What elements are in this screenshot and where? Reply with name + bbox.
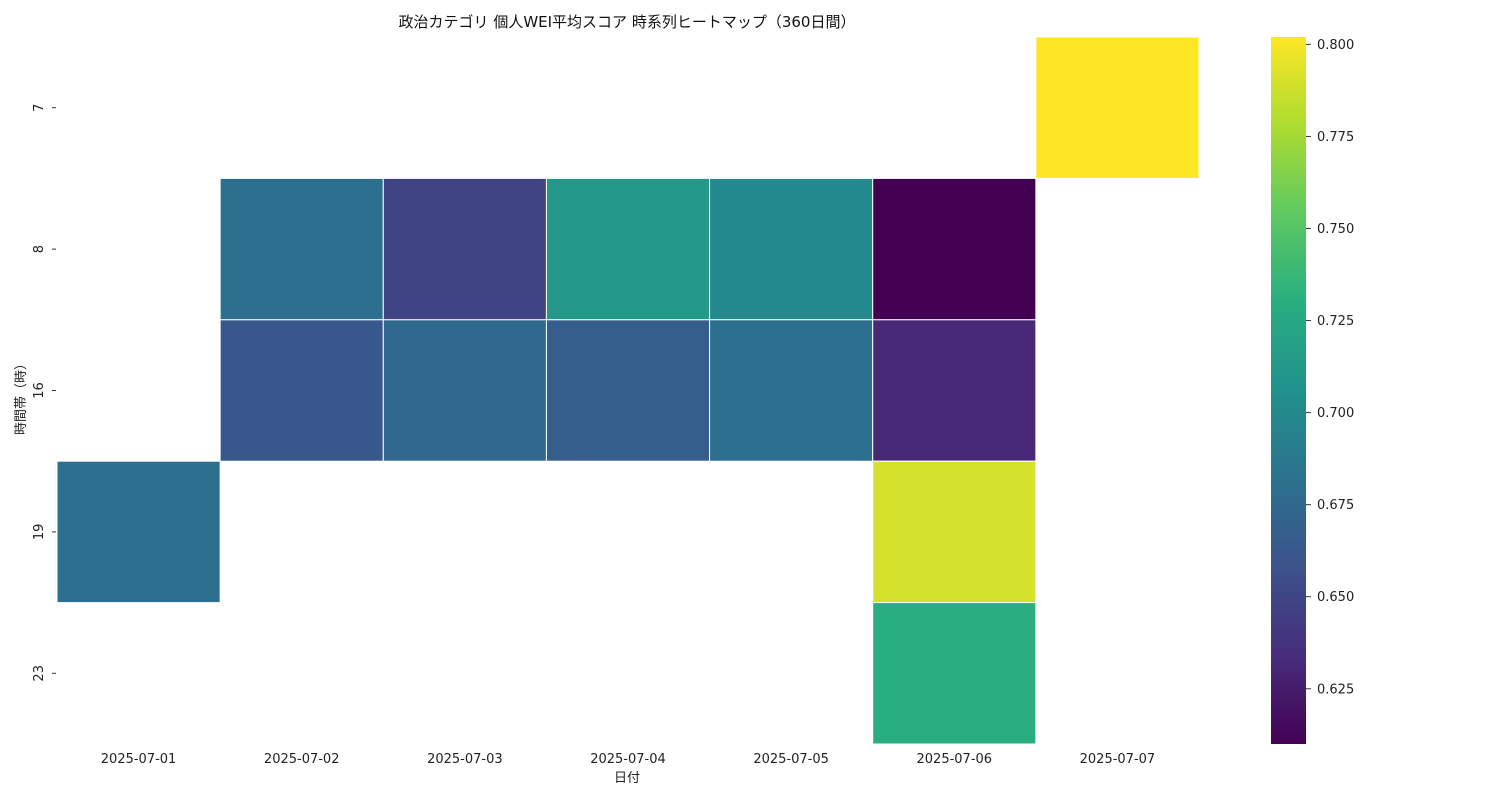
y-tick-label: 23 xyxy=(32,665,47,682)
heatmap-cells xyxy=(56,36,1200,745)
y-tick-label: 7 xyxy=(32,104,47,112)
colorbar-tick-label: 0.750 xyxy=(1317,222,1354,237)
y-tick-label: 16 xyxy=(32,382,47,399)
colorbar-tick-label: 0.775 xyxy=(1317,130,1354,145)
x-tick-label: 2025-07-07 xyxy=(1080,752,1156,767)
heatmap-cell xyxy=(872,319,1037,462)
heatmap-cell xyxy=(709,319,874,462)
colorbar-tick-label: 0.700 xyxy=(1317,406,1354,421)
y-tick-label: 8 xyxy=(32,245,47,253)
x-axis-label: 日付 xyxy=(614,771,640,786)
heatmap-cell xyxy=(545,319,711,462)
x-tick-label: 2025-07-04 xyxy=(590,752,666,767)
heatmap-cell xyxy=(545,177,711,321)
heatmap-cell xyxy=(872,460,1037,604)
colorbar-tick-label: 0.800 xyxy=(1317,38,1354,53)
heatmap-cell xyxy=(872,177,1037,321)
y-axis-ticks: 7 8 16 19 23 xyxy=(32,104,56,682)
heatmap-cell xyxy=(1035,36,1200,179)
heatmap-cell xyxy=(219,319,384,462)
colorbar-tick-label: 0.625 xyxy=(1317,682,1354,697)
colorbar-tick-label: 0.725 xyxy=(1317,314,1354,329)
heatmap-cell xyxy=(382,177,547,321)
y-tick-label: 19 xyxy=(32,524,47,541)
chart-title: 政治カテゴリ 個人WEI平均スコア 時系列ヒートマップ（360日間） xyxy=(399,13,856,31)
heatmap-cell xyxy=(872,602,1037,745)
x-tick-label: 2025-07-02 xyxy=(264,752,340,767)
heatmap-cell xyxy=(56,460,221,604)
x-tick-label: 2025-07-03 xyxy=(427,752,503,767)
colorbar-tick-label: 0.650 xyxy=(1317,590,1354,605)
x-tick-label: 2025-07-06 xyxy=(917,752,993,767)
colorbar-ticks: 0.625 0.650 0.675 0.700 0.725 0.750 0.775 0.800 xyxy=(1306,38,1354,697)
y-axis-label: 時間帯（時） xyxy=(14,357,29,435)
heatmap-cell xyxy=(709,177,874,321)
x-tick-label: 2025-07-01 xyxy=(101,752,177,767)
x-axis-ticks: 2025-07-01 2025-07-02 2025-07-03 2025-07-04… xyxy=(101,752,1155,767)
heatmap-cell xyxy=(219,177,384,321)
colorbar-tick-label: 0.675 xyxy=(1317,498,1354,513)
x-tick-label: 2025-07-05 xyxy=(753,752,829,767)
heatmap-cell xyxy=(382,319,547,462)
colorbar xyxy=(1271,37,1306,744)
